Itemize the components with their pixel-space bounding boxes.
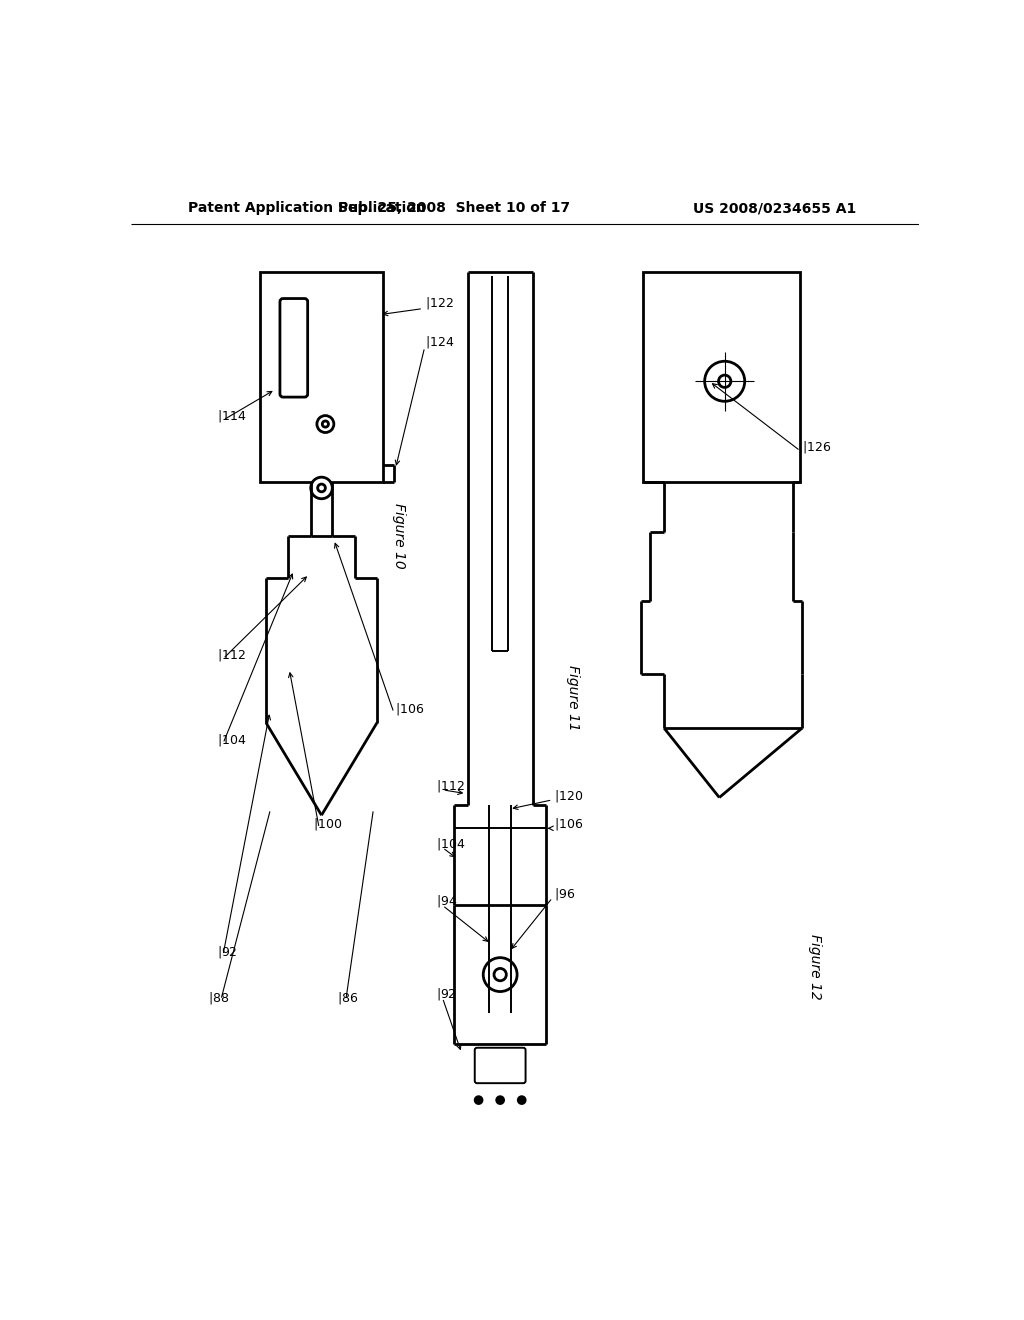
Text: $\mathsf{|}$106: $\mathsf{|}$106 [554, 817, 584, 833]
Text: $\mathsf{|}$96: $\mathsf{|}$96 [554, 886, 575, 902]
Text: $\mathsf{|}$104: $\mathsf{|}$104 [436, 836, 466, 851]
Circle shape [518, 1096, 525, 1104]
Circle shape [316, 416, 334, 433]
Text: Figure 11: Figure 11 [565, 664, 580, 730]
Text: Sep. 25, 2008  Sheet 10 of 17: Sep. 25, 2008 Sheet 10 of 17 [338, 202, 570, 215]
Text: $\mathsf{|}$126: $\mathsf{|}$126 [802, 440, 831, 455]
Circle shape [310, 478, 333, 499]
Text: $\mathsf{|}$92: $\mathsf{|}$92 [217, 944, 238, 960]
Text: $\mathsf{|}$112: $\mathsf{|}$112 [217, 647, 246, 663]
Text: $\mathsf{|}$122: $\mathsf{|}$122 [425, 296, 454, 312]
Bar [260, 272, 383, 482]
Circle shape [475, 1096, 482, 1104]
Circle shape [483, 958, 517, 991]
Text: $\mathsf{|}$120: $\mathsf{|}$120 [554, 788, 584, 804]
Text: $\mathsf{|}$88: $\mathsf{|}$88 [208, 990, 228, 1006]
Text: $\mathsf{|}$100: $\mathsf{|}$100 [313, 817, 342, 833]
FancyBboxPatch shape [280, 298, 307, 397]
Circle shape [497, 1096, 504, 1104]
Text: Patent Application Publication: Patent Application Publication [188, 202, 426, 215]
Text: $\mathsf{|}$94: $\mathsf{|}$94 [436, 894, 458, 909]
Text: US 2008/0234655 A1: US 2008/0234655 A1 [692, 202, 856, 215]
Circle shape [705, 362, 744, 401]
Text: $\mathsf{|}$124: $\mathsf{|}$124 [425, 334, 454, 350]
Circle shape [323, 421, 329, 428]
Text: $\mathsf{|}$104: $\mathsf{|}$104 [217, 731, 246, 747]
Circle shape [494, 969, 506, 981]
Text: $\mathsf{|}$92: $\mathsf{|}$92 [436, 986, 457, 1002]
Text: Figure 10: Figure 10 [392, 503, 407, 569]
Bar [643, 272, 801, 482]
Circle shape [317, 484, 326, 492]
Text: Figure 12: Figure 12 [808, 935, 822, 999]
Circle shape [719, 375, 731, 388]
Text: $\mathsf{|}$114: $\mathsf{|}$114 [217, 408, 246, 424]
Text: $\mathsf{|}$86: $\mathsf{|}$86 [337, 990, 358, 1006]
FancyBboxPatch shape [475, 1048, 525, 1084]
Text: $\mathsf{|}$106: $\mathsf{|}$106 [395, 701, 425, 717]
Text: $\mathsf{|}$112: $\mathsf{|}$112 [436, 777, 465, 793]
